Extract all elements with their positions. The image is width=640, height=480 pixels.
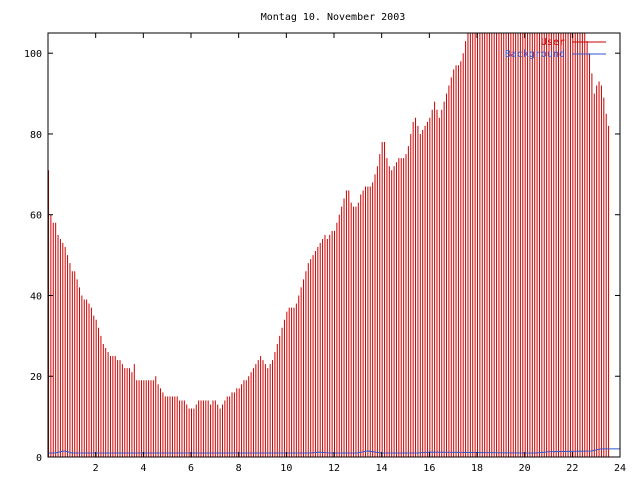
x-tick-label: 2 <box>93 463 99 474</box>
chart-title: Montag 10. November 2003 <box>261 12 406 23</box>
legend-label-user: User <box>541 37 565 48</box>
x-tick-label: 14 <box>376 463 388 474</box>
y-tick-label: 100 <box>24 49 42 60</box>
background-series-layer <box>48 448 620 454</box>
x-tick-label: 16 <box>423 463 435 474</box>
x-tick-label: 22 <box>566 463 578 474</box>
x-tick-label: 10 <box>280 463 292 474</box>
x-tick-label: 20 <box>519 463 531 474</box>
legend-label-background: Background <box>505 49 565 60</box>
x-tick-label: 4 <box>140 463 146 474</box>
y-tick-label: 20 <box>30 372 42 383</box>
x-tick-label: 6 <box>188 463 194 474</box>
background-series-line <box>48 448 620 454</box>
x-tick-label: 18 <box>471 463 483 474</box>
bars-layer <box>48 33 610 457</box>
y-tick-label: 0 <box>36 453 42 464</box>
x-tick-label: 8 <box>236 463 242 474</box>
y-tick-label: 40 <box>30 291 42 302</box>
x-tick-label: 12 <box>328 463 340 474</box>
y-tick-label: 60 <box>30 211 42 222</box>
x-tick-label: 24 <box>614 463 626 474</box>
y-tick-label: 80 <box>30 130 42 141</box>
legend: User Background <box>505 37 606 60</box>
